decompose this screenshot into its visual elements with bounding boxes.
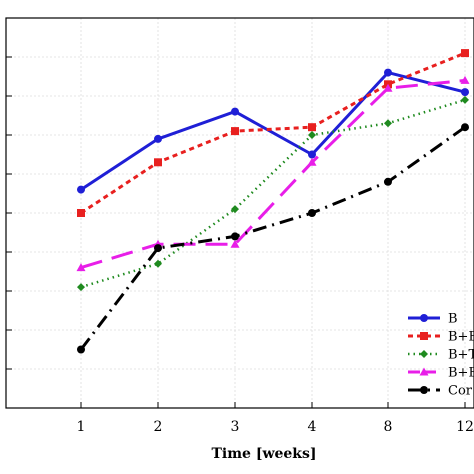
series-line: [76, 75, 470, 272]
legend-item: B+E: [408, 366, 474, 381]
data-point: [77, 209, 85, 217]
data-point: [154, 158, 162, 167]
x-axis-title: Time [weeks]: [211, 446, 316, 462]
data-point: [420, 314, 428, 322]
x-tick-label: 4: [308, 419, 317, 435]
data-point: [231, 127, 239, 136]
data-point: [154, 134, 162, 143]
data-point: [383, 83, 393, 92]
series-path: [80, 51, 466, 215]
legend-label: Cor: [448, 384, 473, 399]
data-point: [76, 263, 86, 272]
series-path: [80, 78, 466, 270]
data-point: [307, 157, 317, 166]
data-point: [420, 386, 428, 394]
data-point: [154, 244, 162, 253]
data-point: [384, 119, 392, 128]
legend-label: B+T: [448, 348, 474, 363]
data-point: [308, 209, 316, 217]
data-point: [384, 177, 392, 186]
series-line: [77, 95, 469, 292]
series-path: [80, 71, 466, 191]
data-point: [308, 150, 316, 159]
data-point: [230, 239, 240, 248]
data-point: [420, 350, 428, 358]
series-path: [79, 125, 466, 351]
series-line: [77, 68, 469, 194]
series-group: [76, 49, 470, 354]
data-point: [231, 107, 239, 116]
data-point: [461, 95, 469, 104]
x-tick-label: 8: [384, 419, 393, 435]
data-point: [384, 68, 392, 77]
data-point: [308, 131, 316, 139]
data-point: [231, 232, 239, 241]
data-point: [461, 49, 469, 58]
x-tick-label: 1: [77, 419, 86, 435]
legend-item: B+E: [408, 330, 474, 345]
x-tick-label: 12: [456, 419, 474, 435]
data-point: [77, 345, 85, 354]
data-point: [461, 123, 469, 132]
data-point: [77, 283, 85, 292]
data-point: [231, 205, 239, 214]
series-line: [77, 123, 469, 354]
data-point: [308, 123, 316, 132]
data-point: [420, 332, 428, 340]
legend-label: B: [448, 312, 458, 327]
legend-label: B+E: [448, 366, 474, 381]
data-point: [77, 185, 85, 194]
data-point: [461, 88, 469, 97]
legend-item: B+T: [408, 348, 474, 363]
legend: B B+E B+T B+E Cor: [408, 312, 474, 399]
legend-item: B: [408, 312, 458, 327]
x-tick-label: 2: [154, 419, 163, 435]
x-tick-label: 3: [231, 419, 240, 435]
y-axis: [6, 17, 12, 409]
data-point: [154, 259, 162, 268]
x-axis: 1 2 3 4 8 12: [77, 402, 474, 435]
data-point: [460, 75, 470, 84]
data-point: [419, 367, 429, 376]
legend-label: B+E: [448, 330, 474, 345]
legend-item: Cor: [408, 384, 473, 399]
series-path: [80, 98, 466, 289]
